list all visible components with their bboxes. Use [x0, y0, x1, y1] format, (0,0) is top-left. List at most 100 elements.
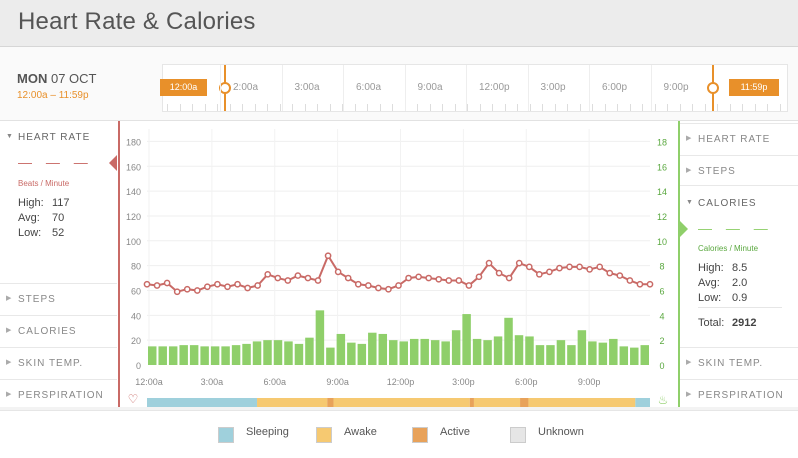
timeline-tick: [454, 104, 456, 111]
heart-rate-title[interactable]: HEART RATE: [18, 132, 91, 143]
caret-right-icon: ▶: [686, 359, 693, 366]
total-value: 2912: [732, 317, 757, 329]
stat-row: Avg: 2.0: [698, 277, 747, 292]
heart-rate-point: [586, 266, 593, 273]
calorie-bar: [588, 341, 597, 365]
timeline-tick: [204, 104, 206, 111]
right-axis-tick: 12: [657, 212, 667, 222]
left-metric-panel: ▼ HEART RATE — — — Beats / Minute High: 1…: [0, 121, 117, 407]
time-range: 12:00a – 11:59p: [17, 90, 89, 101]
calorie-bar: [399, 341, 408, 365]
metric-tab-perspiration[interactable]: ▶ PERSPIRATION: [680, 379, 798, 409]
calorie-bar: [556, 340, 566, 365]
timeline-tick: [429, 104, 431, 111]
timeline-tick: [167, 104, 168, 111]
timeline-tick: [679, 104, 681, 111]
activity-segment: [528, 398, 636, 410]
heart-rate-point: [405, 274, 412, 282]
heart-rate-current: — — —: [18, 154, 93, 170]
time-slider[interactable]: 12:00a 11:59p 2:00a 3:00a 6:00a 9:00a 12:00p…: [160, 64, 788, 112]
activity-segment: [635, 398, 650, 410]
timeline-label: 2:00a: [233, 82, 259, 93]
heart-rate-point: [204, 283, 211, 291]
legend-swatch-unknown: [510, 427, 526, 443]
timeline-tick: [629, 104, 631, 111]
main-chart: 0 20 40 60 80 100 120 140 160 180 0 2 4 6 8 10 12 14 16 18 1…: [117, 121, 680, 410]
x-axis-tick: 3:00p: [452, 377, 475, 387]
timeline-tick: [667, 104, 668, 111]
calorie-bar: [630, 347, 639, 365]
timeline-gridline: [281, 65, 283, 111]
calorie-bar: [148, 346, 157, 365]
metric-tab-label: SKIN TEMP.: [18, 358, 84, 369]
right-axis-tick: 14: [657, 187, 667, 197]
x-axis-tick: 6:00p: [515, 377, 538, 387]
caret-right-icon: ▶: [6, 295, 13, 302]
end-handle[interactable]: [707, 82, 719, 94]
metric-tab-perspiration[interactable]: ▶ PERSPIRATION: [0, 379, 117, 409]
timeline-tick: [754, 104, 756, 111]
heart-rate-point: [505, 274, 513, 282]
calorie-bar: [221, 346, 230, 365]
metric-tab-heart-rate[interactable]: ▶ HEART RATE: [680, 123, 798, 153]
timeline-gridline: [220, 65, 221, 111]
left-axis-tick: 120: [126, 212, 141, 222]
timeline-tick: [554, 104, 556, 111]
heart-rate-point: [254, 282, 262, 289]
calorie-bar: [640, 345, 649, 365]
metric-tab-calories[interactable]: ▶ CALORIES: [0, 315, 117, 345]
heart-rate-point: [425, 274, 433, 282]
activity-legend: Sleeping Awake Active Unknown: [0, 410, 798, 458]
selected-pointer-icon: [680, 221, 688, 237]
heart-rate-point: [455, 277, 463, 284]
calorie-bar: [189, 345, 199, 365]
metric-tab-steps[interactable]: ▶ STEPS: [680, 155, 798, 185]
calorie-bar: [158, 346, 167, 365]
left-axis-tick: 60: [131, 286, 141, 296]
legend-swatch-active: [412, 427, 428, 443]
calorie-bar: [389, 340, 398, 365]
legend-swatch-awake: [316, 427, 332, 443]
start-time-flag[interactable]: 12:00a: [160, 79, 207, 96]
timeline-tick: [517, 104, 518, 111]
stat-value: 8.5: [732, 262, 748, 274]
timeline-tick: [717, 104, 718, 111]
metric-tab-steps[interactable]: ▶ STEPS: [0, 283, 117, 313]
chart-svg: 0 20 40 60 80 100 120 140 160 180 0 2 4 6 8 10 12 14 16 18 1…: [118, 121, 680, 410]
stat-row: High: 117: [18, 197, 70, 212]
calories-stats: High: 8.5 Avg: 2.0 Low: 0.9: [698, 262, 747, 307]
left-axis-tick: 80: [131, 262, 141, 272]
end-time-flag[interactable]: 11:59p: [729, 79, 779, 96]
timeline-tick: [417, 104, 418, 111]
caret-right-icon: ▶: [686, 391, 693, 398]
metric-tab-skin-temp[interactable]: ▶ SKIN TEMP.: [0, 347, 117, 377]
calorie-bar: [619, 346, 629, 365]
left-axis-tick: 100: [126, 237, 141, 247]
calorie-bar: [609, 338, 618, 365]
timeline-tick: [579, 104, 581, 111]
heart-rate-point: [626, 277, 634, 284]
calories-title[interactable]: CALORIES: [698, 198, 757, 209]
timeline-tick: [192, 104, 193, 111]
heart-rate-point: [244, 284, 251, 292]
heart-rate-point: [324, 252, 332, 260]
calorie-bar: [231, 345, 241, 365]
timeline-gridline: [650, 65, 652, 111]
legend-label: Active: [440, 426, 470, 438]
calorie-bar: [168, 346, 178, 365]
heart-rate-point: [515, 259, 523, 267]
metric-tab-skin-temp[interactable]: ▶ SKIN TEMP.: [680, 347, 798, 377]
heart-rate-point: [495, 269, 503, 277]
heart-rate-point: [214, 280, 221, 288]
heart-rate-point: [344, 274, 352, 282]
x-axis-tick: 3:00a: [201, 377, 224, 387]
timeline-tick: [704, 104, 706, 111]
metric-tab-label: PERSPIRATION: [18, 390, 104, 401]
timeline-tick: [392, 104, 393, 111]
date-text: 07 OCT: [50, 71, 97, 86]
timeline-tick: [529, 104, 531, 111]
calorie-bar: [347, 342, 356, 365]
activity-segment: [147, 398, 258, 410]
calories-current: — — —: [698, 220, 773, 236]
right-axis-tick: 10: [657, 237, 667, 247]
